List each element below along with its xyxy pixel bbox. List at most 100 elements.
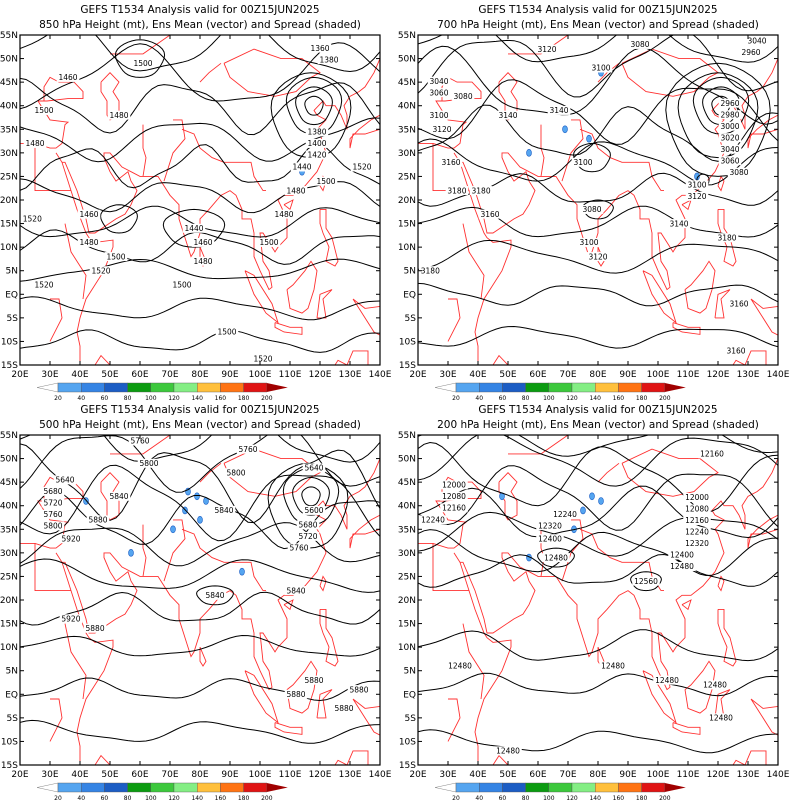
lat-tick-label: 55N	[398, 31, 416, 41]
contour-label: 3080	[582, 205, 601, 214]
coastline	[55, 552, 114, 765]
coastline	[349, 100, 380, 149]
colorbar-label: 160	[215, 395, 227, 400]
contour-label: 1520	[91, 266, 110, 275]
panel-subtitle: 700 hPa Height (mt), Ens Mean (vector) a…	[437, 19, 759, 31]
lat-tick-label: 10S	[399, 337, 416, 347]
contour-label: 3020	[720, 133, 739, 142]
lon-tick-label: 140E	[369, 770, 392, 780]
contour-label-bg	[715, 233, 739, 243]
contour-label-bg	[305, 138, 329, 148]
lat-tick-label: 15N	[398, 620, 416, 630]
contour-label: 5600	[304, 506, 323, 515]
lon-tick-label: 110E	[279, 370, 302, 380]
contour-label-group: 3160	[724, 346, 748, 356]
coastline	[319, 208, 339, 267]
height-contour	[418, 465, 778, 531]
colorbar-bin	[502, 382, 526, 393]
colorbar-label: 160	[613, 795, 625, 800]
contour-label-group: 5880	[284, 689, 308, 699]
contour-label: 1400	[307, 139, 326, 148]
colorbar-over-triangle	[664, 783, 686, 792]
contour-label-bg	[547, 105, 571, 115]
contour-label-group: 12480	[494, 746, 522, 756]
contour-label-bg	[683, 538, 711, 548]
contour-label-group: 1380	[317, 55, 341, 64]
lat-tick-label: 15S	[1, 361, 18, 371]
contour-label-group: 1400	[305, 138, 329, 148]
colorbar-bin	[220, 382, 244, 393]
contour-label-group: 12480	[668, 561, 696, 571]
contour-label: 5680	[298, 521, 317, 530]
contour-label-group: 1480	[23, 138, 47, 148]
contour-label-bg	[104, 252, 128, 262]
contour-label-group: 1480	[272, 209, 296, 219]
contour-label: 12480	[709, 714, 733, 723]
coastline	[717, 575, 725, 592]
coastline	[283, 199, 294, 211]
contour-label: 5880	[334, 704, 353, 713]
contour-label-bg	[632, 576, 660, 586]
coastline	[334, 350, 369, 365]
contour-label-bg	[718, 156, 742, 166]
coastline	[64, 623, 87, 700]
colorbar-label: 180	[636, 795, 648, 800]
lat-tick-label: 25N	[0, 172, 18, 182]
contour-label-group: 1460	[191, 237, 215, 247]
contour-label-bg	[478, 209, 502, 219]
lon-tick-label: 30E	[439, 370, 456, 380]
coastline	[717, 608, 737, 667]
lat-tick-label: 10S	[1, 337, 18, 347]
coastline	[62, 455, 380, 691]
coastline	[681, 199, 692, 211]
lon-tick-label: 120E	[309, 770, 332, 780]
colorbar-bin	[104, 782, 128, 793]
contour-label-bg	[727, 299, 751, 309]
contour-label: 5880	[349, 685, 368, 694]
height-contour	[20, 719, 380, 744]
contour-label-bg	[41, 521, 65, 531]
contour-label-group: 5720	[41, 498, 65, 508]
colorbar-bin	[478, 382, 503, 393]
contour-label-bg	[290, 162, 314, 172]
colorbar-label: 80	[124, 795, 132, 800]
coastline	[492, 354, 509, 365]
lon-tick-label: 110E	[279, 770, 302, 780]
colorbar-bin	[127, 382, 151, 393]
contour-label-group: 5760	[287, 543, 311, 553]
contour-label-group: 5840	[107, 491, 131, 501]
contour-label-bg	[284, 689, 308, 699]
contour-label-group: 1500	[257, 237, 281, 247]
contour-label: 1520	[23, 215, 42, 224]
contour-label-group: 3020	[718, 133, 742, 142]
lon-tick-label: 80E	[191, 770, 208, 780]
contour-label-group: 5840	[284, 586, 308, 595]
height-contour	[20, 634, 380, 657]
contour-label-group: 1480	[107, 110, 131, 120]
contour-label-bg	[445, 186, 469, 196]
contour-label-group: 3120	[430, 124, 454, 134]
coastline	[540, 124, 545, 177]
contour-label-bg	[296, 531, 320, 541]
lon-tick-label: 90E	[619, 370, 636, 380]
coastline	[462, 623, 485, 700]
contour-label-group: 12400	[536, 534, 564, 543]
height-contour	[100, 204, 138, 234]
contour-label-bg	[191, 237, 215, 247]
colorbar-label: 20	[452, 395, 460, 400]
contour-label: 1480	[109, 111, 128, 120]
colorbar-label: 200	[659, 395, 671, 400]
colorbar-bin	[525, 782, 549, 793]
lat-tick-label: 5S	[7, 714, 19, 724]
contour-label-group: 1480	[191, 256, 215, 266]
contour-label: 3160	[729, 299, 748, 308]
coastline	[49, 298, 63, 342]
lat-tick-label: 10N	[0, 243, 18, 253]
contour-label: 3100	[429, 111, 448, 120]
coastline	[142, 124, 147, 177]
colorbar-bin	[455, 382, 480, 393]
coastline	[142, 524, 147, 577]
contour-label-bg	[137, 458, 161, 468]
contour-label-group: 3080	[580, 204, 604, 214]
contour-label-bg	[439, 157, 463, 167]
